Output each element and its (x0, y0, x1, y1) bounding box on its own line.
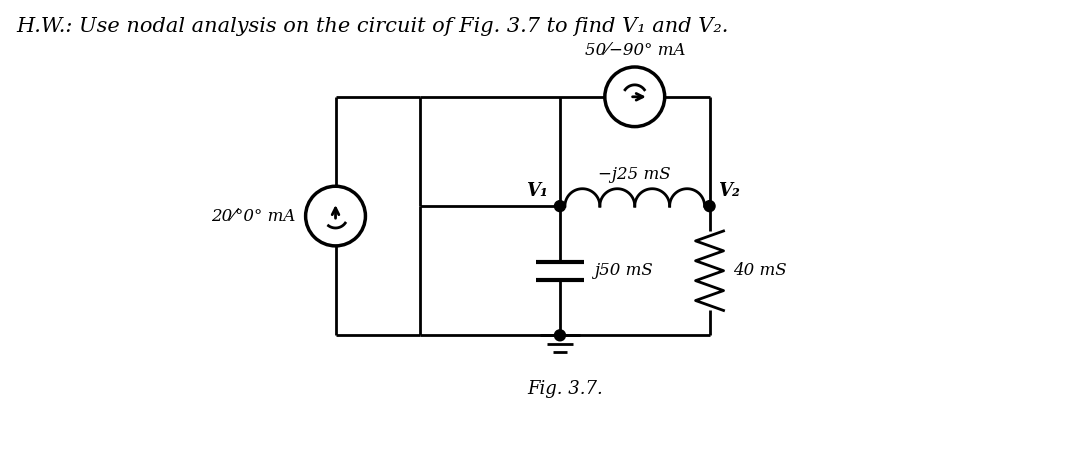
Text: 40 mS: 40 mS (733, 262, 787, 279)
Circle shape (554, 330, 566, 341)
Circle shape (704, 201, 715, 212)
Text: j50 mS: j50 mS (594, 262, 652, 279)
Text: V₁: V₁ (526, 182, 548, 200)
Text: Fig. 3.7.: Fig. 3.7. (527, 380, 603, 398)
Circle shape (554, 201, 566, 212)
Text: H.W.: Use nodal analysis on the circuit of Fig. 3.7 to find V₁ and V₂.: H.W.: Use nodal analysis on the circuit … (16, 17, 729, 36)
Text: V₂: V₂ (717, 182, 740, 200)
Text: 50⁄−90° mA: 50⁄−90° mA (584, 42, 685, 59)
Text: −j25 mS: −j25 mS (598, 166, 671, 183)
Text: 20⁄°0° mA: 20⁄°0° mA (212, 207, 296, 225)
